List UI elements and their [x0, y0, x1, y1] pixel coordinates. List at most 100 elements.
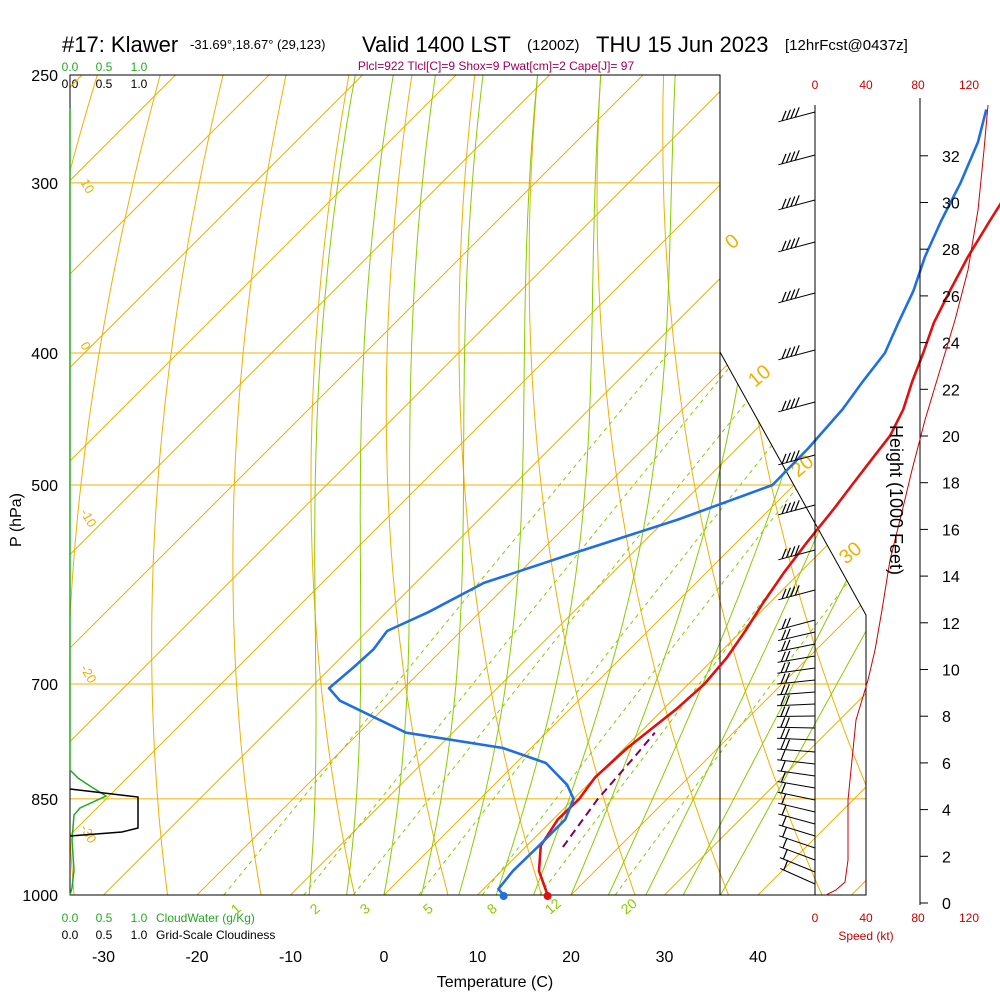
wind-barb-feather [785, 399, 791, 410]
wind-barb-feather [785, 628, 791, 640]
wind-barb [777, 631, 816, 642]
wind-barb-feather [794, 450, 800, 461]
wind-barb [777, 791, 816, 801]
cloud-water-tick: 1.0 [131, 60, 148, 74]
dry-adiabat [975, 51, 1000, 924]
wind-barb-feather [780, 706, 786, 717]
wind-barb-feather [785, 617, 791, 628]
wind-barb-feather [790, 346, 796, 357]
temperature-tick-label: 10 [469, 949, 487, 966]
wind-barb [778, 619, 816, 631]
wind-speed-tick-bottom: 0 [812, 911, 819, 925]
wind-barb-feather [780, 728, 786, 739]
x-axis-label: Temperature (C) [437, 974, 553, 991]
wind-barb-feather [794, 107, 800, 118]
cloud-water-tick: 0.0 [62, 911, 79, 925]
moist-adiabat-label: 0 [721, 230, 744, 254]
moist-adiabat [682, 75, 866, 895]
wind-barb [776, 715, 816, 717]
wind-barb-feather [781, 804, 787, 816]
pressure-tick-label: 700 [31, 677, 58, 694]
moist-adiabat [308, 75, 356, 895]
surface-temperature-dot [543, 892, 552, 900]
dry-adiabat [596, 75, 741, 895]
temperature-tick-label: -30 [92, 949, 115, 966]
wind-barb-feather [790, 196, 796, 207]
dry-adiabat [151, 75, 230, 895]
moist-adiabat-label: 30 [835, 538, 866, 569]
wind-barb [776, 726, 816, 729]
wind-barb-feather [784, 717, 790, 728]
wind-barb-feather [785, 239, 791, 250]
wind-barb-feather [781, 548, 787, 560]
wind-barb-feather [780, 651, 786, 662]
cloud-water-tick: 1.0 [131, 911, 148, 925]
height-tick-label: 18 [942, 476, 960, 493]
cloud-water-tick: 0.5 [96, 60, 113, 74]
wind-barb-feather [785, 347, 791, 358]
wind-barb [776, 737, 816, 741]
wind-barb-feather [790, 238, 796, 249]
wind-barb-feather [781, 503, 787, 515]
wind-barb-feather [785, 197, 791, 208]
wind-speed-tick-top: 40 [859, 78, 873, 92]
wind-barb [778, 824, 816, 837]
moist-adiabat [420, 75, 484, 895]
wind-barb-feather [784, 728, 790, 739]
wind-barb [778, 111, 816, 123]
utc-time: (1200Z) [527, 37, 580, 54]
wind-barb-feather [785, 650, 791, 662]
height-tick-label: 32 [942, 149, 960, 166]
temperature-tick-label: 40 [749, 949, 767, 966]
isotherm-line [664, 75, 866, 895]
wind-barb [779, 846, 816, 861]
mixing-ratio-line [223, 352, 669, 895]
wind-barb-feather [794, 195, 800, 206]
temperature-tick-label: 20 [562, 949, 580, 966]
dry-adiabat [310, 75, 362, 895]
height-tick-label: 30 [942, 196, 960, 213]
wind-speed-tick-bottom: 120 [959, 911, 979, 925]
wind-barb-feather [781, 588, 787, 600]
wind-barb-feather [790, 151, 796, 162]
cloud-water-label: CloudWater (g/Kg) [156, 911, 255, 925]
temperature-profile [537, 202, 1000, 896]
wind-barb-feather [780, 749, 786, 761]
wind-barb [778, 401, 816, 413]
wind-barb-feather [780, 662, 786, 673]
wind-barb-feather [794, 585, 800, 596]
dry-adiabat [385, 75, 457, 895]
parcel-profile [562, 732, 656, 848]
wind-barb [777, 770, 816, 777]
wind-barb-feather [794, 237, 800, 248]
height-tick-label: 20 [942, 429, 960, 446]
cloudiness-tick: 1.0 [131, 928, 148, 942]
moist-adiabat [383, 75, 436, 895]
mixing-ratio-line [418, 352, 846, 895]
wind-barb [778, 199, 816, 211]
height-tick-label: 6 [942, 756, 951, 773]
wind-barb-feather [784, 672, 791, 684]
wind-barb-feather [785, 109, 791, 120]
station-title: #17: Klawer [62, 32, 178, 57]
height-tick-label: 22 [942, 382, 960, 399]
mixing-ratio-label: 5 [420, 900, 436, 917]
wind-barb-feather [781, 453, 787, 465]
height-tick-label: 8 [942, 709, 951, 726]
wind-barb-feather [781, 240, 787, 252]
wind-barb-feather [780, 673, 786, 684]
mixing-ratio-line [481, 352, 866, 895]
wind-barb-feather [780, 739, 786, 750]
wind-barb-feather [790, 501, 796, 512]
hodograph-frame [719, 351, 867, 896]
wind-barb-feather [780, 684, 786, 695]
wind-barb-feather [781, 618, 787, 630]
mixing-ratio-label: 8 [484, 900, 500, 917]
wind-barb-feather [794, 397, 800, 408]
wind-barb [777, 781, 816, 789]
wind-barb [777, 667, 816, 674]
wind-barb [778, 154, 816, 166]
dry-adiabat [232, 75, 292, 895]
wind-barb-feather [784, 683, 790, 695]
wind-barb-feather [780, 760, 786, 772]
